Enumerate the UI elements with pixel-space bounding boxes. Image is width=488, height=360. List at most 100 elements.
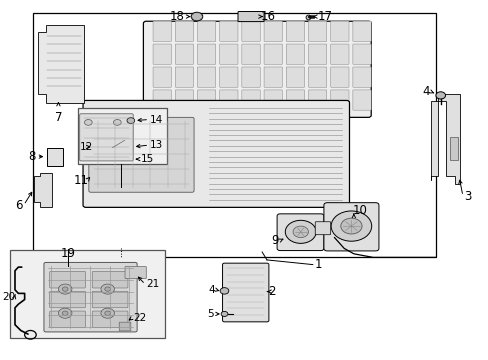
Text: 5: 5 [207, 309, 213, 319]
FancyBboxPatch shape [92, 271, 128, 288]
Text: 22: 22 [133, 312, 146, 323]
FancyBboxPatch shape [242, 21, 260, 41]
Text: 13: 13 [150, 140, 163, 150]
Bar [33, 13, 435, 257]
Polygon shape [34, 173, 52, 207]
FancyBboxPatch shape [175, 44, 193, 64]
Bar [449, 137, 457, 160]
Text: 19: 19 [61, 247, 76, 260]
FancyBboxPatch shape [242, 67, 260, 87]
Polygon shape [430, 94, 459, 184]
Circle shape [101, 284, 114, 294]
FancyBboxPatch shape [330, 67, 348, 87]
Text: 1: 1 [314, 258, 321, 271]
FancyBboxPatch shape [219, 90, 238, 110]
Bar [10, 250, 164, 338]
FancyBboxPatch shape [285, 90, 304, 110]
FancyBboxPatch shape [352, 90, 370, 110]
Text: 21: 21 [146, 279, 159, 289]
Text: 12: 12 [80, 142, 93, 152]
FancyBboxPatch shape [352, 67, 370, 87]
Text: 11: 11 [73, 174, 88, 186]
Text: 15: 15 [140, 154, 153, 164]
Circle shape [101, 308, 114, 318]
FancyBboxPatch shape [153, 21, 171, 41]
Text: 4: 4 [422, 85, 429, 98]
FancyBboxPatch shape [44, 262, 137, 332]
FancyBboxPatch shape [285, 44, 304, 64]
FancyBboxPatch shape [50, 291, 85, 308]
Text: 3: 3 [463, 190, 470, 203]
Text: 8: 8 [28, 150, 35, 163]
Text: 7: 7 [55, 111, 62, 124]
FancyBboxPatch shape [219, 67, 238, 87]
FancyBboxPatch shape [125, 266, 146, 279]
FancyBboxPatch shape [175, 67, 193, 87]
Text: 9: 9 [271, 234, 279, 247]
FancyBboxPatch shape [197, 67, 215, 87]
FancyBboxPatch shape [264, 44, 282, 64]
Circle shape [58, 284, 72, 294]
FancyBboxPatch shape [175, 21, 193, 41]
FancyBboxPatch shape [277, 214, 323, 251]
Circle shape [340, 218, 361, 234]
FancyBboxPatch shape [143, 21, 370, 117]
FancyBboxPatch shape [197, 44, 215, 64]
Circle shape [104, 287, 110, 291]
FancyBboxPatch shape [264, 21, 282, 41]
FancyBboxPatch shape [323, 203, 378, 251]
Text: 17: 17 [318, 10, 332, 23]
FancyBboxPatch shape [153, 44, 171, 64]
Text: 14: 14 [150, 114, 163, 125]
Text: 4: 4 [208, 285, 214, 295]
FancyBboxPatch shape [242, 90, 260, 110]
Text: 2: 2 [268, 285, 275, 298]
FancyBboxPatch shape [308, 90, 326, 110]
FancyBboxPatch shape [308, 21, 326, 41]
Circle shape [62, 287, 68, 291]
FancyBboxPatch shape [219, 21, 238, 41]
Circle shape [220, 288, 228, 294]
FancyBboxPatch shape [285, 67, 304, 87]
FancyBboxPatch shape [50, 271, 85, 288]
FancyBboxPatch shape [330, 90, 348, 110]
Circle shape [62, 311, 68, 315]
Circle shape [435, 92, 445, 99]
FancyBboxPatch shape [264, 90, 282, 110]
Circle shape [113, 120, 121, 125]
FancyBboxPatch shape [264, 67, 282, 87]
FancyBboxPatch shape [308, 44, 326, 64]
FancyBboxPatch shape [219, 44, 238, 64]
Circle shape [104, 311, 110, 315]
Circle shape [285, 220, 316, 243]
FancyBboxPatch shape [89, 117, 194, 192]
Text: 20: 20 [2, 292, 15, 302]
FancyBboxPatch shape [308, 67, 326, 87]
Text: 10: 10 [352, 204, 367, 217]
FancyBboxPatch shape [92, 291, 128, 308]
FancyBboxPatch shape [285, 21, 304, 41]
FancyBboxPatch shape [153, 67, 171, 87]
FancyBboxPatch shape [238, 12, 264, 22]
FancyBboxPatch shape [153, 90, 171, 110]
FancyBboxPatch shape [242, 44, 260, 64]
FancyBboxPatch shape [83, 100, 349, 207]
Circle shape [330, 211, 371, 241]
Bar [78, 108, 167, 164]
Circle shape [84, 120, 92, 125]
FancyBboxPatch shape [197, 90, 215, 110]
Text: 18: 18 [170, 10, 184, 23]
FancyBboxPatch shape [80, 114, 133, 161]
FancyBboxPatch shape [222, 263, 268, 322]
FancyBboxPatch shape [92, 311, 128, 328]
FancyBboxPatch shape [315, 222, 330, 235]
FancyBboxPatch shape [119, 322, 131, 331]
FancyBboxPatch shape [50, 311, 85, 328]
Circle shape [191, 12, 203, 21]
Text: 16: 16 [260, 10, 275, 23]
FancyBboxPatch shape [175, 90, 193, 110]
Text: 6: 6 [15, 199, 22, 212]
Circle shape [292, 226, 308, 238]
FancyBboxPatch shape [330, 44, 348, 64]
FancyBboxPatch shape [330, 21, 348, 41]
